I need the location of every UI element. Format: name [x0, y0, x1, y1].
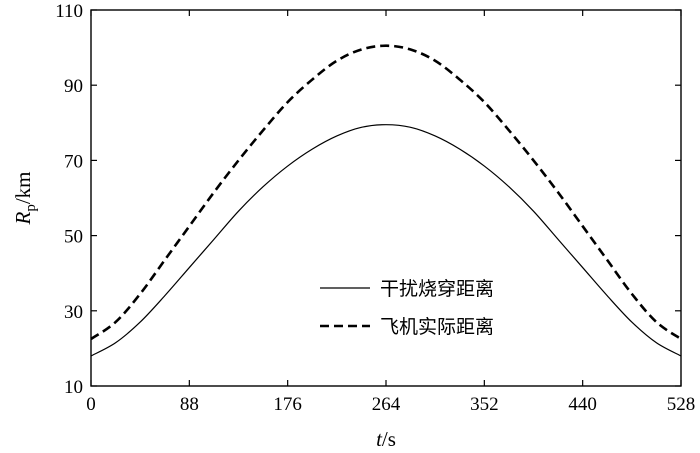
y-axis-label-sub: p [23, 204, 39, 212]
legend: 干扰烧穿距离 飞机实际距离 [320, 278, 494, 338]
ticks-layer: 0 88 176 264 352 440 528 10 30 50 70 90 110 [55, 1, 695, 415]
x-axis-label: t/s [376, 427, 396, 451]
x-tick-label: 440 [568, 394, 597, 415]
x-axis-label-var: t [376, 427, 383, 451]
x-tick-label: 88 [180, 394, 199, 415]
legend-label-solid: 干扰烧穿距离 [380, 278, 494, 300]
y-axis-label-unit: /km [11, 172, 35, 205]
x-tick-label: 528 [667, 394, 696, 415]
series-layer [90, 44, 682, 357]
x-tick-label: 352 [470, 394, 499, 415]
y-tick-label: 10 [64, 377, 83, 398]
y-tick-label: 90 [64, 76, 83, 97]
legend-label-dashed: 飞机实际距离 [380, 316, 494, 338]
y-axis-label-var: R [11, 212, 35, 226]
x-axis-label-unit: /s [382, 427, 396, 451]
series-line-1 [90, 44, 682, 341]
y-axis-label: Rp/km [11, 172, 39, 226]
y-tick-label: 30 [64, 302, 83, 323]
y-tick-label: 70 [64, 151, 83, 172]
series-line-0 [90, 124, 682, 357]
y-tick-label: 110 [55, 1, 83, 22]
x-tick-label: 0 [86, 394, 96, 415]
y-tick-label: 50 [64, 227, 83, 248]
x-tick-label: 264 [372, 394, 401, 415]
x-tick-label: 176 [273, 394, 302, 415]
